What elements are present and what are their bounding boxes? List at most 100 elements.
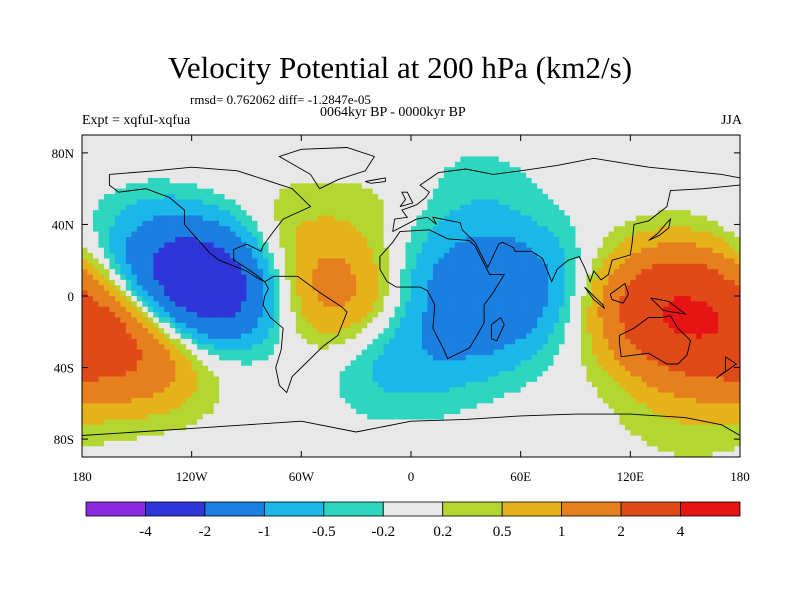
field-cell xyxy=(526,306,533,313)
field-cell xyxy=(515,177,522,184)
field-cell xyxy=(273,188,280,195)
field-cell xyxy=(82,161,89,168)
field-cell xyxy=(142,210,149,217)
field-cell xyxy=(657,258,664,265)
field-cell xyxy=(443,333,450,340)
field-cell xyxy=(602,269,609,276)
field-cell xyxy=(432,210,440,217)
field-cell xyxy=(487,236,494,243)
field-cell xyxy=(186,279,193,286)
field-cell xyxy=(701,333,708,340)
field-cell xyxy=(476,338,483,345)
field-cell xyxy=(707,135,714,141)
field-cell xyxy=(180,183,187,190)
field-cell xyxy=(191,161,198,168)
field-cell xyxy=(531,301,538,308)
field-cell xyxy=(701,274,708,281)
field-cell xyxy=(98,140,105,147)
field-cell xyxy=(674,247,681,254)
field-cell xyxy=(553,210,560,217)
field-cell xyxy=(432,215,440,222)
field-cell xyxy=(208,167,215,174)
field-cell xyxy=(191,177,198,184)
field-cell xyxy=(707,269,714,276)
field-cell xyxy=(306,253,313,260)
field-cell xyxy=(378,301,385,308)
field-cell xyxy=(411,215,418,222)
field-cell xyxy=(103,242,111,249)
field-cell xyxy=(356,333,363,340)
field-cell xyxy=(339,183,346,190)
field-cell xyxy=(520,312,527,319)
field-cell xyxy=(460,151,467,158)
field-cell xyxy=(690,210,697,217)
field-cell xyxy=(136,285,143,292)
field-cell xyxy=(432,338,440,345)
field-cell xyxy=(82,177,89,184)
field-cell xyxy=(131,167,138,174)
field-cell xyxy=(186,183,193,190)
field-cell xyxy=(679,231,686,238)
field-cell xyxy=(718,145,725,152)
field-cell xyxy=(729,231,736,238)
field-cell xyxy=(548,188,555,195)
field-cell xyxy=(367,220,374,227)
field-cell xyxy=(597,274,604,281)
field-cell xyxy=(438,215,445,222)
field-cell xyxy=(685,167,692,174)
field-cell xyxy=(432,328,440,335)
field-cell xyxy=(197,177,204,184)
field-cell xyxy=(411,349,418,356)
field-cell xyxy=(158,328,165,335)
field-cell xyxy=(493,156,500,163)
field-cell xyxy=(619,210,626,217)
field-cell xyxy=(729,263,736,270)
field-cell xyxy=(323,135,330,141)
field-cell xyxy=(476,269,483,276)
field-cell xyxy=(411,274,418,281)
field-cell xyxy=(279,231,286,238)
field-cell xyxy=(334,269,341,276)
field-cell xyxy=(723,312,730,319)
field-cell xyxy=(191,279,198,286)
field-cell xyxy=(608,247,615,254)
field-cell xyxy=(696,220,703,227)
field-cell xyxy=(186,290,193,297)
field-cell xyxy=(701,328,708,335)
field-cell xyxy=(350,242,357,249)
field-cell xyxy=(449,161,456,168)
field-cell xyxy=(449,231,456,238)
field-cell xyxy=(526,328,533,335)
field-cell xyxy=(646,269,653,276)
field-cell xyxy=(454,279,461,286)
field-cell xyxy=(548,338,555,345)
field-cell xyxy=(427,301,434,308)
field-cell xyxy=(696,151,703,158)
field-cell xyxy=(471,177,478,184)
field-cell xyxy=(251,177,259,184)
field-cell xyxy=(213,322,220,329)
field-cell xyxy=(487,279,494,286)
field-cell xyxy=(268,167,275,174)
field-cell xyxy=(131,183,138,190)
field-cell xyxy=(197,156,204,163)
field-cell xyxy=(246,177,253,184)
field-cell xyxy=(372,220,379,227)
field-cell xyxy=(131,215,138,222)
field-cell xyxy=(564,274,571,281)
field-cell xyxy=(564,263,571,270)
field-cell xyxy=(591,204,599,211)
field-cell xyxy=(427,312,434,319)
field-cell xyxy=(515,247,522,254)
field-cell xyxy=(328,263,335,270)
field-cell xyxy=(82,306,89,313)
field-cell xyxy=(235,135,242,141)
field-cell xyxy=(679,317,686,324)
field-cell xyxy=(679,333,686,340)
field-cell xyxy=(246,188,253,195)
field-cell xyxy=(345,199,352,206)
field-cell xyxy=(197,231,204,238)
field-cell xyxy=(668,333,675,340)
field-cell xyxy=(257,145,264,152)
field-cell xyxy=(493,306,500,313)
